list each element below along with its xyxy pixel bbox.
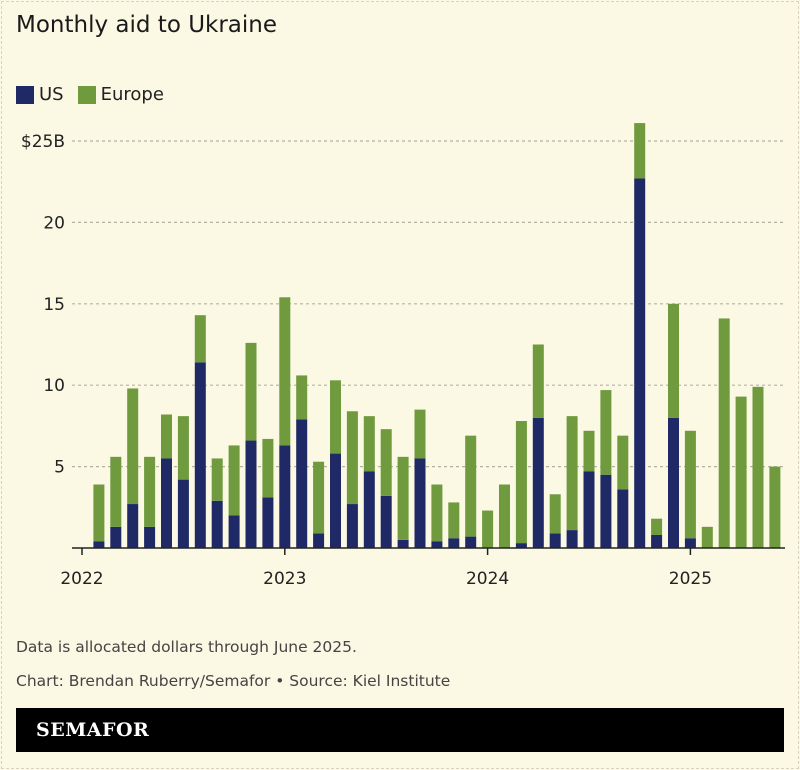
bar-europe-2025-03 bbox=[718, 318, 730, 548]
x-tick-label: 2022 bbox=[60, 569, 103, 589]
bar-europe-2022-08 bbox=[194, 315, 206, 363]
bar-us-2022-04 bbox=[127, 504, 139, 548]
bar-us-2024-09 bbox=[617, 489, 629, 548]
bar-europe-2023-03 bbox=[313, 461, 325, 534]
legend: US Europe bbox=[16, 84, 178, 105]
bar-us-2023-02 bbox=[296, 419, 308, 548]
bar-chart: 5 10 15 20 $25B 2022 2023 2024 2025 bbox=[21, 123, 785, 589]
semafor-logo: SEMAFOR bbox=[36, 719, 150, 741]
bar-us-2022-02 bbox=[93, 541, 105, 548]
bar-us-2024-12 bbox=[668, 417, 679, 548]
legend-label-us: US bbox=[39, 84, 64, 105]
bar-europe-2023-12 bbox=[465, 435, 477, 537]
bar-us-2024-03 bbox=[515, 543, 527, 548]
legend-label-europe: Europe bbox=[100, 84, 164, 105]
bar-us-2023-01 bbox=[279, 445, 291, 548]
bar-europe-2025-02 bbox=[701, 526, 713, 548]
bar-europe-2024-07 bbox=[583, 430, 595, 472]
bar-europe-2024-12 bbox=[668, 303, 679, 418]
bar-us-2023-04 bbox=[330, 453, 341, 548]
brand-bar: SEMAFOR bbox=[16, 708, 784, 752]
bar-us-2024-11 bbox=[651, 534, 663, 548]
bar-europe-2023-08 bbox=[397, 456, 409, 540]
bar-europe-2022-10 bbox=[228, 445, 240, 516]
bar-europe-2023-01 bbox=[279, 297, 291, 446]
bar-us-2023-08 bbox=[397, 539, 409, 548]
bar-europe-2023-06 bbox=[363, 416, 375, 472]
bar-europe-2024-06 bbox=[566, 416, 578, 531]
chart-title: Monthly aid to Ukraine bbox=[16, 12, 278, 38]
bar-europe-2023-09 bbox=[414, 409, 426, 459]
bar-europe-2022-11 bbox=[245, 342, 257, 441]
bar-us-2022-05 bbox=[144, 526, 156, 548]
bar-europe-2022-09 bbox=[211, 458, 223, 501]
bar-europe-2024-08 bbox=[600, 390, 612, 475]
y-tick-label: 10 bbox=[43, 376, 65, 396]
bar-europe-2024-03 bbox=[515, 421, 527, 544]
x-tick-label: 2025 bbox=[669, 569, 712, 589]
bar-us-2023-11 bbox=[448, 538, 460, 548]
bar-europe-2024-09 bbox=[617, 435, 629, 490]
bar-us-2025-01 bbox=[684, 538, 696, 548]
x-tick-label: 2023 bbox=[263, 569, 306, 589]
bar-europe-2024-01 bbox=[482, 510, 494, 548]
bar-europe-2022-04 bbox=[127, 388, 139, 505]
bar-us-2024-10 bbox=[634, 178, 646, 548]
bar-europe-2022-02 bbox=[93, 484, 105, 542]
bar-us-2024-04 bbox=[532, 417, 544, 548]
bar-europe-2024-04 bbox=[532, 344, 544, 418]
bar-europe-2023-11 bbox=[448, 502, 460, 539]
bar-europe-2023-05 bbox=[346, 411, 358, 505]
data-note: Data is allocated dollars through June 2… bbox=[16, 638, 357, 656]
bar-us-2023-05 bbox=[346, 504, 358, 548]
bar-europe-2022-06 bbox=[161, 414, 172, 459]
bar-europe-2025-04 bbox=[735, 396, 747, 548]
bar-europe-2022-03 bbox=[110, 456, 122, 527]
bar-europe-2023-07 bbox=[380, 429, 392, 496]
bar-europe-2022-07 bbox=[177, 416, 189, 480]
bar-us-2023-06 bbox=[363, 471, 375, 548]
bar-us-2024-06 bbox=[566, 530, 578, 548]
legend-swatch-us bbox=[16, 85, 34, 104]
bar-europe-2024-11 bbox=[651, 518, 663, 535]
bar-europe-2022-05 bbox=[144, 456, 156, 527]
bar-us-2023-12 bbox=[465, 536, 477, 548]
legend-swatch-europe bbox=[77, 85, 96, 104]
bar-europe-2025-01 bbox=[684, 430, 696, 539]
bar-us-2022-11 bbox=[245, 440, 257, 548]
bar-europe-2023-04 bbox=[330, 380, 341, 454]
bar-us-2022-10 bbox=[228, 515, 240, 548]
x-tick-label: 2024 bbox=[466, 569, 509, 589]
bar-us-2022-09 bbox=[211, 500, 223, 548]
bar-us-2023-10 bbox=[431, 541, 443, 548]
bar-europe-2024-02 bbox=[499, 484, 510, 548]
y-tick-label: 20 bbox=[43, 213, 65, 233]
bar-us-2023-07 bbox=[380, 495, 392, 548]
bar-us-2023-03 bbox=[313, 533, 325, 548]
bar-us-2023-09 bbox=[414, 458, 426, 548]
bar-us-2024-08 bbox=[600, 474, 612, 548]
bar-us-2022-07 bbox=[177, 479, 189, 548]
bar-europe-2022-12 bbox=[262, 438, 274, 498]
y-tick-label: 15 bbox=[43, 295, 65, 315]
credit-line: Chart: Brendan Ruberry/Semafor • Source:… bbox=[16, 672, 451, 690]
bar-us-2022-03 bbox=[110, 526, 122, 548]
y-tick-label: 5 bbox=[54, 458, 65, 478]
bar-us-2024-07 bbox=[583, 471, 595, 548]
bar-europe-2025-05 bbox=[752, 386, 764, 548]
bar-europe-2024-05 bbox=[549, 494, 561, 534]
bar-europe-2023-10 bbox=[431, 484, 443, 542]
bar-europe-2023-02 bbox=[296, 375, 308, 420]
bar-us-2022-06 bbox=[161, 458, 172, 548]
bar-us-2022-12 bbox=[262, 497, 274, 548]
bar-europe-2024-10 bbox=[634, 123, 646, 179]
y-tick-label: $25B bbox=[21, 132, 65, 152]
bar-europe-2025-06 bbox=[769, 466, 781, 548]
bar-us-2024-05 bbox=[549, 533, 561, 548]
bar-us-2022-08 bbox=[194, 362, 206, 548]
